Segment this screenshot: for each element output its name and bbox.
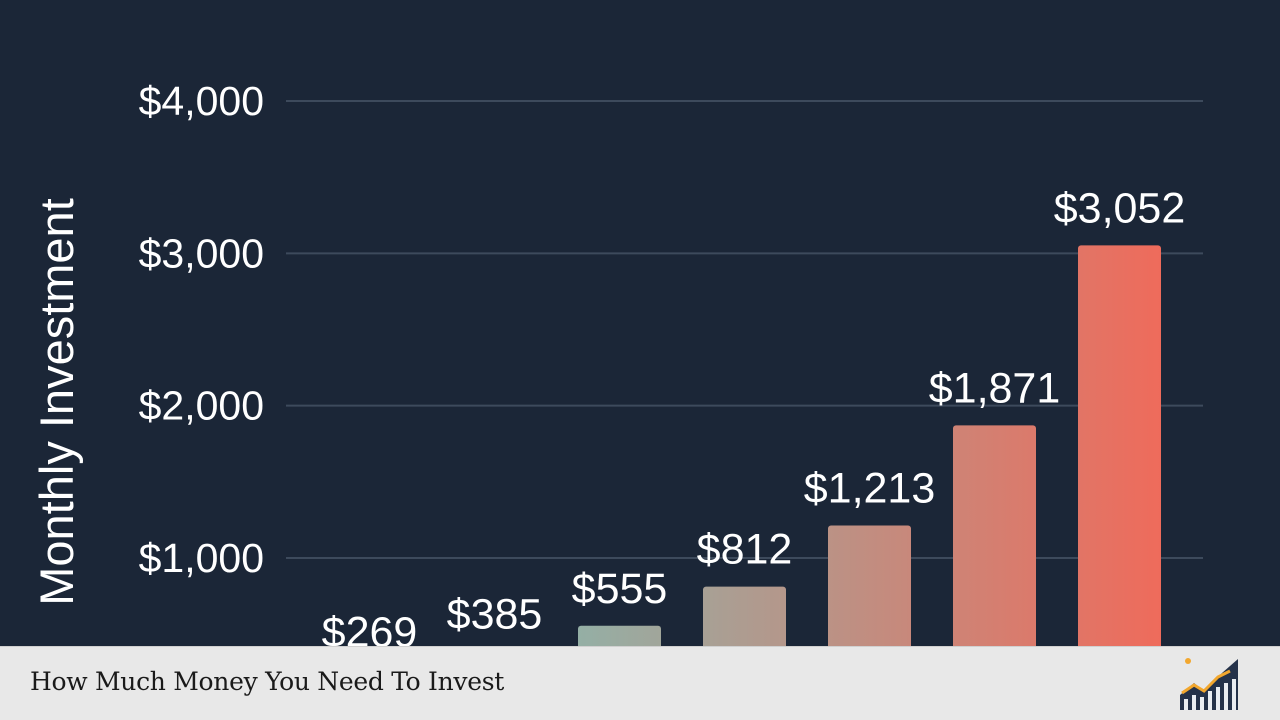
bar-chart: $1,000 $2,000 $3,000 $4,000 $269 $385 $555 $81…	[30, 78, 1203, 646]
bar	[953, 425, 1036, 646]
bar-data-label: $269	[322, 608, 418, 646]
y-axis-ticks: $1,000 $2,000 $3,000 $4,000	[139, 78, 264, 581]
bar	[1078, 245, 1161, 646]
gridlines	[286, 100, 1203, 559]
bar	[828, 525, 911, 646]
bar-data-label: $555	[572, 565, 668, 613]
chart-area: $1,000 $2,000 $3,000 $4,000 $269 $385 $555 $81…	[30, 78, 1203, 646]
y-tick-label: $3,000	[139, 230, 264, 276]
y-tick-label: $2,000	[139, 383, 264, 429]
footer-bar: How Much Money You Need To Invest	[0, 646, 1280, 720]
data-labels: $269 $385 $555 $812$1,213 $1,871 $3,052	[322, 184, 1186, 646]
bar	[703, 586, 786, 646]
bar	[578, 625, 661, 646]
y-axis-label: Monthly Investment	[30, 198, 83, 606]
y-tick-label: $4,000	[139, 78, 264, 124]
bar-data-label: $1,871	[929, 364, 1061, 412]
bar-data-label: $1,213	[804, 465, 936, 513]
y-tick-label: $1,000	[139, 535, 264, 581]
rising-chart-logo-icon	[1180, 658, 1238, 710]
bar-data-label: $3,052	[1054, 184, 1186, 232]
bar-data-label: $812	[697, 526, 793, 574]
page-title: How Much Money You Need To Invest	[30, 667, 505, 696]
bar-data-label: $385	[447, 591, 543, 639]
bars	[578, 245, 1161, 646]
